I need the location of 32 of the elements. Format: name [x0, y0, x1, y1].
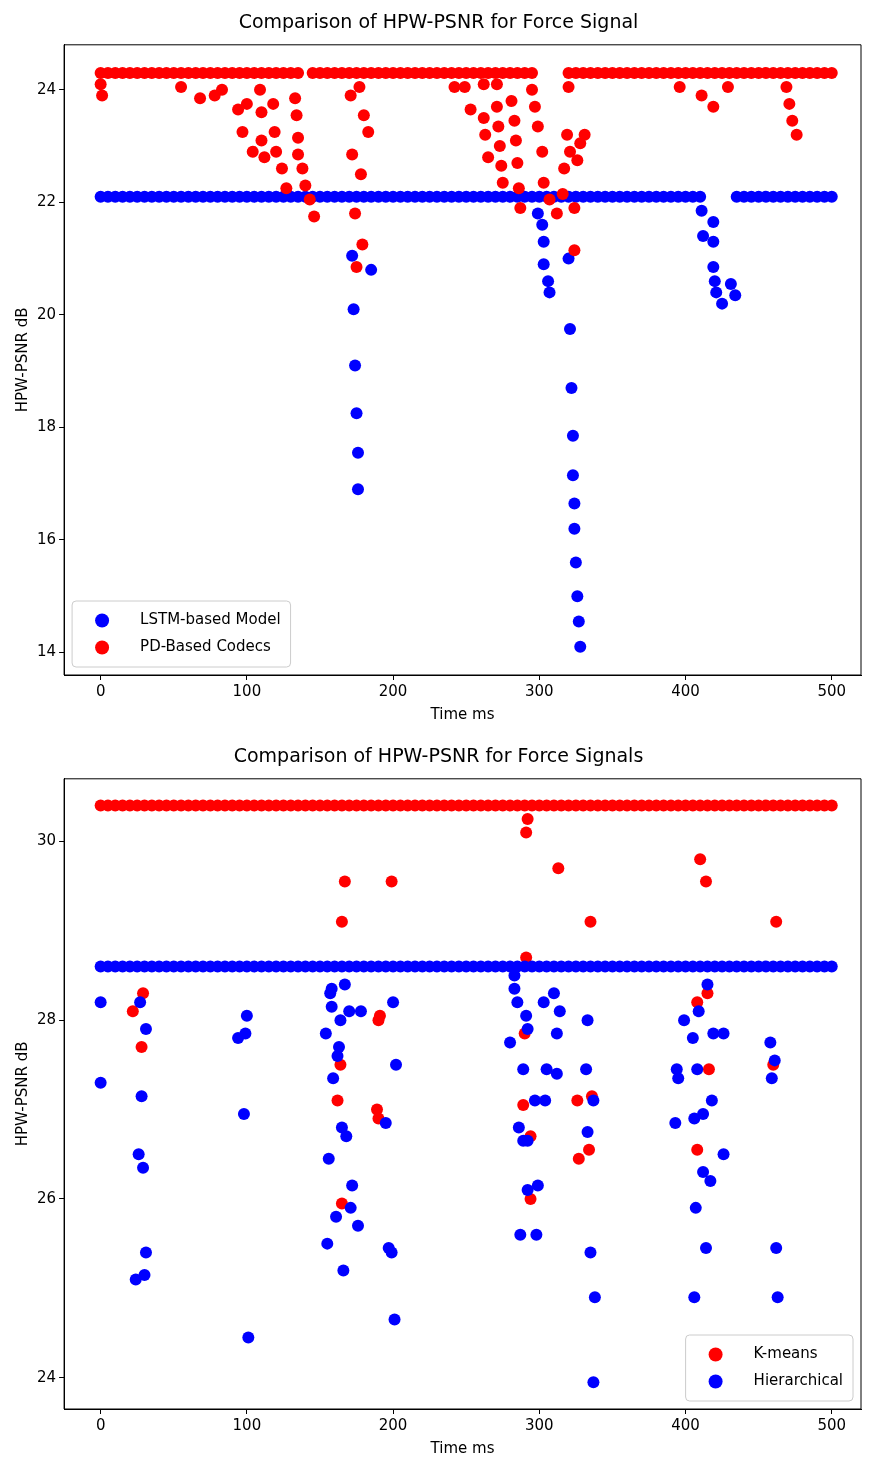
y-tick-label: 22: [36, 192, 57, 211]
x-tick-label: 300: [524, 681, 554, 700]
legend-label: LSTM-based Model: [140, 610, 281, 629]
x-tick-label: 500: [817, 681, 847, 700]
x-tick-label: 200: [378, 681, 408, 700]
y-tick-label: 24: [36, 79, 57, 98]
y-axis-title: HPW-PSNR dB: [12, 307, 31, 413]
x-tick-label: 0: [95, 1415, 106, 1434]
x-tick-label: 0: [95, 681, 106, 700]
legend-label: K-means: [753, 1344, 818, 1363]
y-tick-label: 30: [36, 831, 57, 850]
x-tick-label: 100: [232, 1415, 262, 1434]
x-tick-label: 100: [232, 681, 262, 700]
x-axis-title: Time ms: [429, 1438, 495, 1457]
x-axis-title: Time ms: [429, 704, 495, 723]
y-tick-label: 26: [36, 1188, 57, 1207]
y-axis-title: HPW-PSNR dB: [12, 1041, 31, 1147]
y-tick-label: 28: [36, 1010, 57, 1029]
x-tick-label: 500: [817, 1415, 847, 1434]
y-tick-label: 20: [36, 304, 57, 323]
chart-title: Comparison of HPW-PSNR for Force Signal: [238, 10, 639, 33]
y-tick-label: 14: [36, 642, 57, 661]
y-tick-label: 24: [36, 1367, 57, 1386]
x-tick-label: 400: [671, 1415, 700, 1434]
chart-title: Comparison of HPW-PSNR for Force Signals: [233, 744, 644, 767]
legend-label: Hierarchical: [753, 1371, 844, 1390]
x-tick-label: 300: [524, 1415, 554, 1434]
y-tick-label: 18: [36, 417, 57, 436]
legend-label: PD-Based Codecs: [140, 637, 272, 656]
y-tick-label: 16: [36, 529, 57, 548]
x-tick-label: 200: [378, 1415, 408, 1434]
x-tick-label: 400: [671, 681, 700, 700]
